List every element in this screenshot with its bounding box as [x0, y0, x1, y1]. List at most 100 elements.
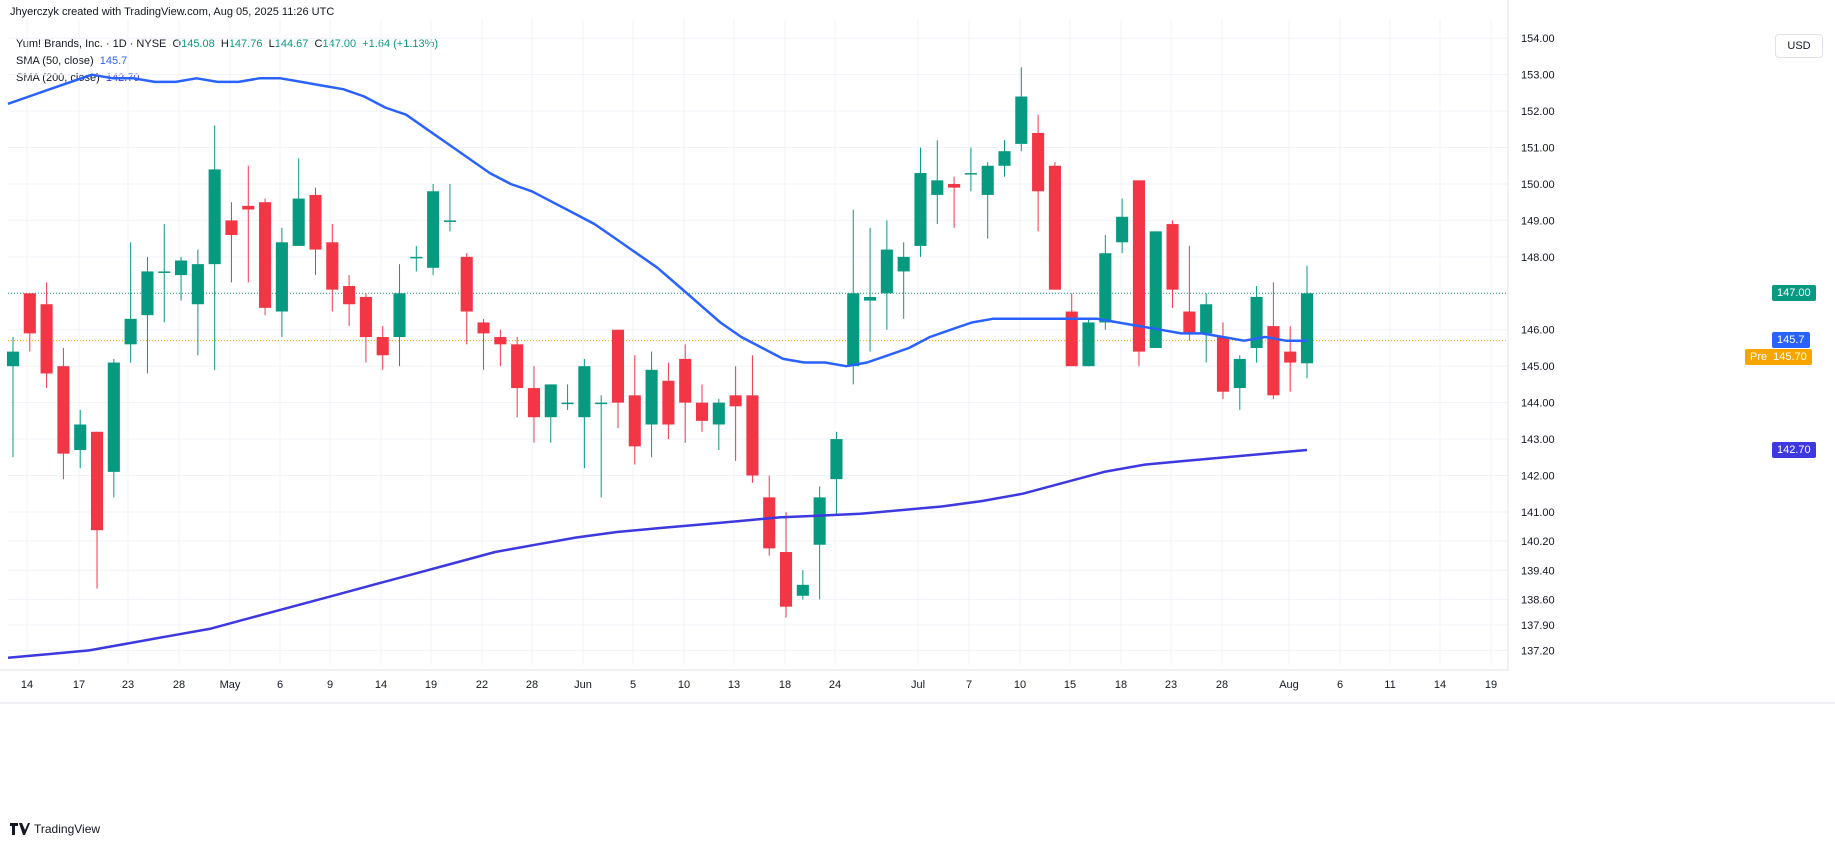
candle-body [1267, 326, 1280, 396]
x-tick-label: 19 [1485, 679, 1497, 691]
candle-body [679, 358, 692, 403]
x-tick-label: 18 [1115, 679, 1127, 691]
candle-body [1284, 351, 1297, 363]
candle-body [695, 402, 709, 421]
x-tick-label: 14 [375, 679, 387, 691]
candle-body [578, 366, 591, 418]
candle-body [275, 242, 288, 312]
candle-body [1149, 231, 1162, 348]
candle-body [242, 205, 255, 210]
candle-body [880, 249, 893, 294]
x-tick-label: 6 [1337, 679, 1343, 691]
candle-body [527, 388, 541, 418]
y-tick-label: 143.00 [1521, 434, 1555, 446]
candle-body [57, 366, 70, 454]
candle-body [326, 242, 339, 290]
x-tick-label: 18 [779, 679, 791, 691]
y-tick-label: 149.00 [1521, 215, 1555, 227]
candle-body [645, 369, 658, 425]
candle-body [1065, 311, 1078, 367]
open-value: 145.08 [181, 38, 215, 50]
premarket-label: Pre [1750, 350, 1768, 363]
x-tick-label: 5 [630, 679, 636, 691]
x-tick-label: 19 [425, 679, 437, 691]
candle-body [628, 395, 641, 447]
sma200-price-tag: 142.70 [1772, 442, 1816, 458]
x-tick-label: 6 [277, 679, 283, 691]
candle-body [813, 497, 826, 545]
candle-body [175, 260, 188, 276]
x-tick-label: 9 [327, 679, 333, 691]
y-tick-label: 148.00 [1521, 252, 1555, 264]
x-tick-label: Jun [574, 679, 592, 691]
footer-brand-label: TradingView [34, 822, 101, 836]
candle-body [191, 264, 204, 305]
candle-body [712, 402, 725, 425]
y-tick-label: 140.20 [1521, 536, 1555, 548]
candle-body [40, 304, 53, 374]
candle-body [1082, 322, 1095, 367]
candle-body [1233, 358, 1246, 389]
y-tick-label: 153.00 [1521, 70, 1555, 82]
x-tick-label: 17 [73, 679, 85, 691]
y-tick-label: 154.00 [1521, 33, 1555, 45]
y-tick-label: 146.00 [1521, 325, 1555, 337]
y-tick-label: 137.90 [1521, 620, 1555, 632]
y-tick-label: 144.00 [1521, 398, 1555, 410]
close-label: C [314, 38, 323, 50]
candle-body [729, 395, 742, 407]
y-tick-label: 142.00 [1521, 471, 1555, 483]
low-value: 144.67 [274, 38, 309, 50]
candle-body [6, 351, 20, 367]
x-tick-label: 10 [678, 679, 690, 691]
candle-body [948, 183, 961, 188]
candle-body [309, 194, 322, 250]
candle-body [107, 362, 120, 472]
sma50-row[interactable]: SMA (50, close) 145.7 [16, 53, 438, 70]
candle-body [998, 151, 1011, 166]
price-chart[interactable]: 154.00 153.00 152.00 151.00 150.00 149.00 148.… [0, 0, 1835, 820]
candle-body [796, 584, 809, 596]
y-tick-label: 139.40 [1521, 565, 1555, 577]
candle-body [830, 439, 843, 480]
candle-body [864, 296, 877, 301]
candle-body [561, 402, 574, 405]
candle-body [225, 220, 238, 235]
candle-body [779, 552, 793, 607]
sma50-price-tag: 145.7 [1772, 331, 1810, 348]
candle-body [1250, 296, 1263, 348]
x-tick-label: Jul [911, 679, 925, 691]
y-tick-label: 141.00 [1521, 507, 1555, 519]
candle-body [74, 424, 87, 450]
x-tick-label: 7 [966, 679, 972, 691]
high-label: H [220, 38, 229, 50]
symbol-name[interactable]: Yum! Brands, Inc. · 1D · NYSE [16, 38, 167, 50]
candle-body [511, 344, 524, 389]
y-tick-label: 150.00 [1521, 179, 1555, 191]
candle-body [964, 173, 977, 175]
candle-body [1216, 337, 1230, 392]
y-tick-label: 151.00 [1521, 143, 1555, 155]
open-label: O [172, 38, 182, 50]
candle-body [662, 380, 675, 425]
candle-body [1200, 304, 1213, 334]
high-value: 147.76 [228, 38, 263, 50]
x-tick-label: Aug [1279, 679, 1299, 691]
candle-body [23, 293, 36, 334]
y-tick-label: 138.60 [1521, 594, 1555, 606]
x-tick-label: 14 [21, 679, 33, 691]
candle-body [914, 173, 927, 246]
candle-body [343, 286, 356, 305]
sma50-value: 145.7 [99, 55, 128, 67]
candle-body [544, 384, 557, 418]
candle-body [1300, 293, 1314, 364]
candle-body [1183, 311, 1196, 334]
candle-body [477, 322, 490, 334]
currency-button[interactable]: USD [1775, 34, 1823, 58]
candle-body [595, 402, 608, 405]
candle-body [1132, 180, 1145, 352]
x-tick-label: 24 [829, 679, 841, 691]
x-tick-label: 11 [1384, 679, 1395, 691]
premarket-price-tag: Pre 145.70 [1745, 348, 1812, 365]
footer-brand[interactable]: TradingView [10, 822, 100, 836]
